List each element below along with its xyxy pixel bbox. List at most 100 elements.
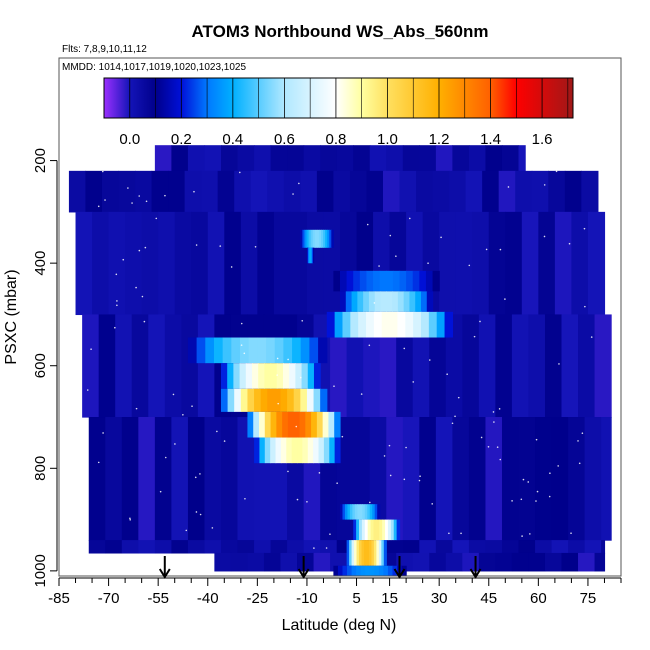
heatmap-cell [367,519,372,541]
sample-dot [536,490,539,493]
heatmap-cell [397,291,405,312]
heatmap-cell [350,311,359,338]
heatmap-cell [251,363,259,389]
heatmap-cell [354,540,358,566]
heatmap-cell [399,170,417,213]
heatmap-cell [270,540,288,554]
heatmap-cell [544,314,563,418]
heatmap-cell [435,540,453,554]
heatmap-cell [385,519,389,541]
heatmap-cell [495,552,513,572]
heatmap-cell [337,565,344,576]
sample-dot [114,326,116,329]
heatmap-cell [353,145,371,172]
heatmap-cell [264,437,271,464]
heatmap-cell [270,363,278,389]
sample-dot [369,501,371,504]
heatmap-cell [174,211,192,316]
colorbar-tick-label: 0.4 [222,131,243,148]
heatmap-cell [313,388,321,412]
heatmap-cell [366,270,374,292]
heatmap-cell [316,229,320,248]
x-tick-label: 15 [381,590,398,607]
heatmap-cell [323,211,341,316]
sample-dot [341,435,344,438]
heatmap-cell [276,363,284,389]
heatmap-cell [247,552,265,572]
heatmap-cell [340,270,348,292]
sample-dot [159,490,162,493]
heatmap-cell [412,552,430,572]
heatmap-cell [594,314,612,418]
heatmap-cell [247,388,255,412]
heatmap-cell [293,388,301,412]
heatmap-cells [68,145,612,576]
sample-dot [493,421,495,423]
heatmap-cell [382,170,401,213]
heatmap-cell [302,437,309,464]
heatmap-cell [381,540,385,566]
sample-dot [298,182,300,185]
sample-dot [549,472,551,475]
colorbar-tick-label: 0.2 [171,131,192,148]
sample-dot [276,357,279,360]
heatmap-cell [237,145,255,172]
sample-dot [557,465,559,467]
sample-dot [116,300,118,302]
heatmap-cell [381,311,391,338]
heatmap-cell [478,314,496,418]
sample-dot [138,249,141,252]
heatmap-cell [320,229,324,248]
heatmap-cell [594,552,606,572]
heatmap-cell [518,417,536,541]
heatmap-cell [207,211,225,316]
heatmap-cell [224,211,242,316]
sample-dot [240,344,243,346]
heatmap-cell [445,314,463,418]
sample-dot [135,407,138,410]
heatmap-cell [351,565,357,576]
heatmap-cell [538,211,556,316]
sample-dot [468,264,471,267]
heatmap-cell [220,388,229,412]
heatmap-cell [171,145,189,172]
heatmap-cell [377,504,381,520]
chart-title: ATOM3 Northbound WS_Abs_560nm [192,22,489,41]
sample-dot [295,425,298,428]
sample-dot [141,295,144,298]
heatmap-cell [108,211,126,316]
heatmap-cell [239,337,250,364]
heatmap-cell [364,519,369,541]
sample-dot [590,336,593,338]
y-tick-label: 800 [32,456,49,481]
sample-dot [306,500,308,503]
heatmap-cell [551,540,569,554]
heatmap-cell [270,411,277,438]
sample-dot [507,186,510,188]
heatmap-cell [280,437,287,464]
heatmap-cell [323,229,326,248]
sample-dot [543,184,546,186]
heatmap-cell [405,311,414,338]
heatmap-cell [353,270,361,292]
heatmap-cell [366,540,370,566]
heatmap-cell [331,229,334,248]
sample-dot [313,547,315,549]
sample-dot [254,245,257,248]
sample-dot [287,470,289,473]
heatmap-cell [259,411,266,438]
heatmap-cell [85,170,103,213]
heatmap-cell [118,170,136,213]
heatmap-cell [291,437,298,464]
heatmap-cell [452,145,470,172]
sample-dot [577,440,579,442]
heatmap-cell [254,145,272,172]
heatmap-cell [240,388,249,412]
heatmap-cell [452,417,470,541]
heatmap-cell [393,519,398,541]
heatmap-cell [314,229,318,248]
heatmap-cell [273,211,292,316]
flights-subtitle: Flts: 7,8,9,10,11,12 [62,44,147,55]
heatmap-cell [501,145,520,172]
heatmap-cell [571,211,589,316]
